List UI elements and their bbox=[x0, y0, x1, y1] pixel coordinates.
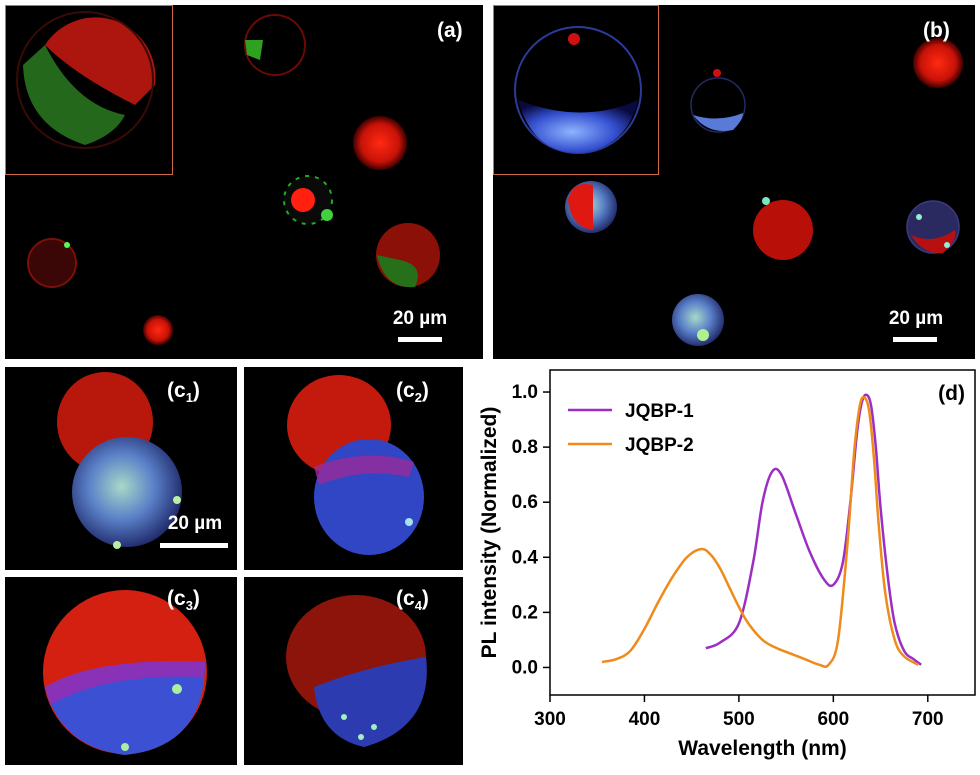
x-tick-label: 500 bbox=[723, 709, 755, 730]
pl-spectrum-chart: 300 400 500 600 700 0.0 0.2 0.4 0.6 0.8 1.0 JQBP-… bbox=[470, 360, 980, 770]
micrograph-panel-b: (b) 20 µm bbox=[493, 5, 975, 359]
pl-spectrum-svg: 300 400 500 600 700 0.0 0.2 0.4 0.6 0.8 1.0 JQBP-… bbox=[478, 369, 976, 760]
inset-frame-a bbox=[5, 5, 173, 175]
legend-label: JQBP-2 bbox=[625, 435, 694, 456]
micrograph-b-image bbox=[493, 5, 963, 346]
y-tick-label: 0.0 bbox=[512, 657, 538, 678]
micrograph-panel-a: (a) 20 µm bbox=[5, 5, 483, 359]
y-tick-label: 0.4 bbox=[512, 547, 539, 568]
micrograph-c4-image bbox=[286, 595, 427, 747]
micrograph-c3-image bbox=[43, 590, 207, 755]
scale-label-c1: 20 µm bbox=[167, 513, 223, 534]
scale-label-b: 20 µm bbox=[888, 308, 944, 329]
panel-label-c1: (c1) bbox=[167, 379, 200, 406]
legend: JQBP-1 JQBP-2 bbox=[568, 401, 694, 456]
x-axis: 300 400 500 600 700 bbox=[534, 695, 944, 730]
panel-label-a: (a) bbox=[437, 19, 463, 42]
series-line-jqbp-2 bbox=[601, 395, 919, 668]
micrograph-a-image bbox=[5, 5, 440, 345]
micrograph-panel-c2: (c2) bbox=[244, 367, 463, 570]
panel-label-b: (b) bbox=[923, 19, 950, 42]
panel-label-c3: (c3) bbox=[167, 587, 200, 614]
micrograph-panel-c4: (c4) bbox=[244, 577, 463, 765]
plot-frame bbox=[549, 369, 976, 696]
y-tick-label: 1.0 bbox=[512, 382, 538, 403]
scale-bar-b bbox=[893, 337, 937, 342]
series-line-jqbp-1 bbox=[705, 393, 922, 666]
micrograph-c2-image bbox=[287, 375, 424, 555]
y-axis: 0.0 0.2 0.4 0.6 0.8 1.0 bbox=[512, 382, 550, 678]
series-lines bbox=[601, 393, 922, 668]
x-tick-label: 700 bbox=[912, 709, 944, 730]
micrograph-panel-c1: (c1) 20 µm bbox=[5, 367, 237, 570]
scale-bar-c1 bbox=[160, 543, 228, 548]
x-tick-label: 600 bbox=[817, 709, 849, 730]
scale-bar-a bbox=[398, 337, 442, 342]
legend-label: JQBP-1 bbox=[625, 401, 694, 422]
inset-frame-b bbox=[493, 5, 659, 175]
x-axis-label: Wavelength (nm) bbox=[678, 737, 846, 760]
micrograph-c1-image bbox=[57, 372, 182, 549]
x-tick-label: 400 bbox=[629, 709, 661, 730]
x-tick-label: 300 bbox=[534, 709, 566, 730]
panel-label-d: (d) bbox=[938, 382, 965, 405]
y-tick-label: 0.6 bbox=[512, 492, 538, 513]
micrograph-panel-c3: (c3) bbox=[5, 577, 237, 765]
y-axis-label: PL intensity (Normalized) bbox=[478, 407, 501, 659]
panel-label-c4: (c4) bbox=[396, 587, 429, 614]
scale-label-a: 20 µm bbox=[392, 308, 448, 329]
y-tick-label: 0.8 bbox=[512, 437, 538, 458]
panel-label-c2: (c2) bbox=[396, 379, 429, 406]
y-tick-label: 0.2 bbox=[512, 602, 538, 623]
